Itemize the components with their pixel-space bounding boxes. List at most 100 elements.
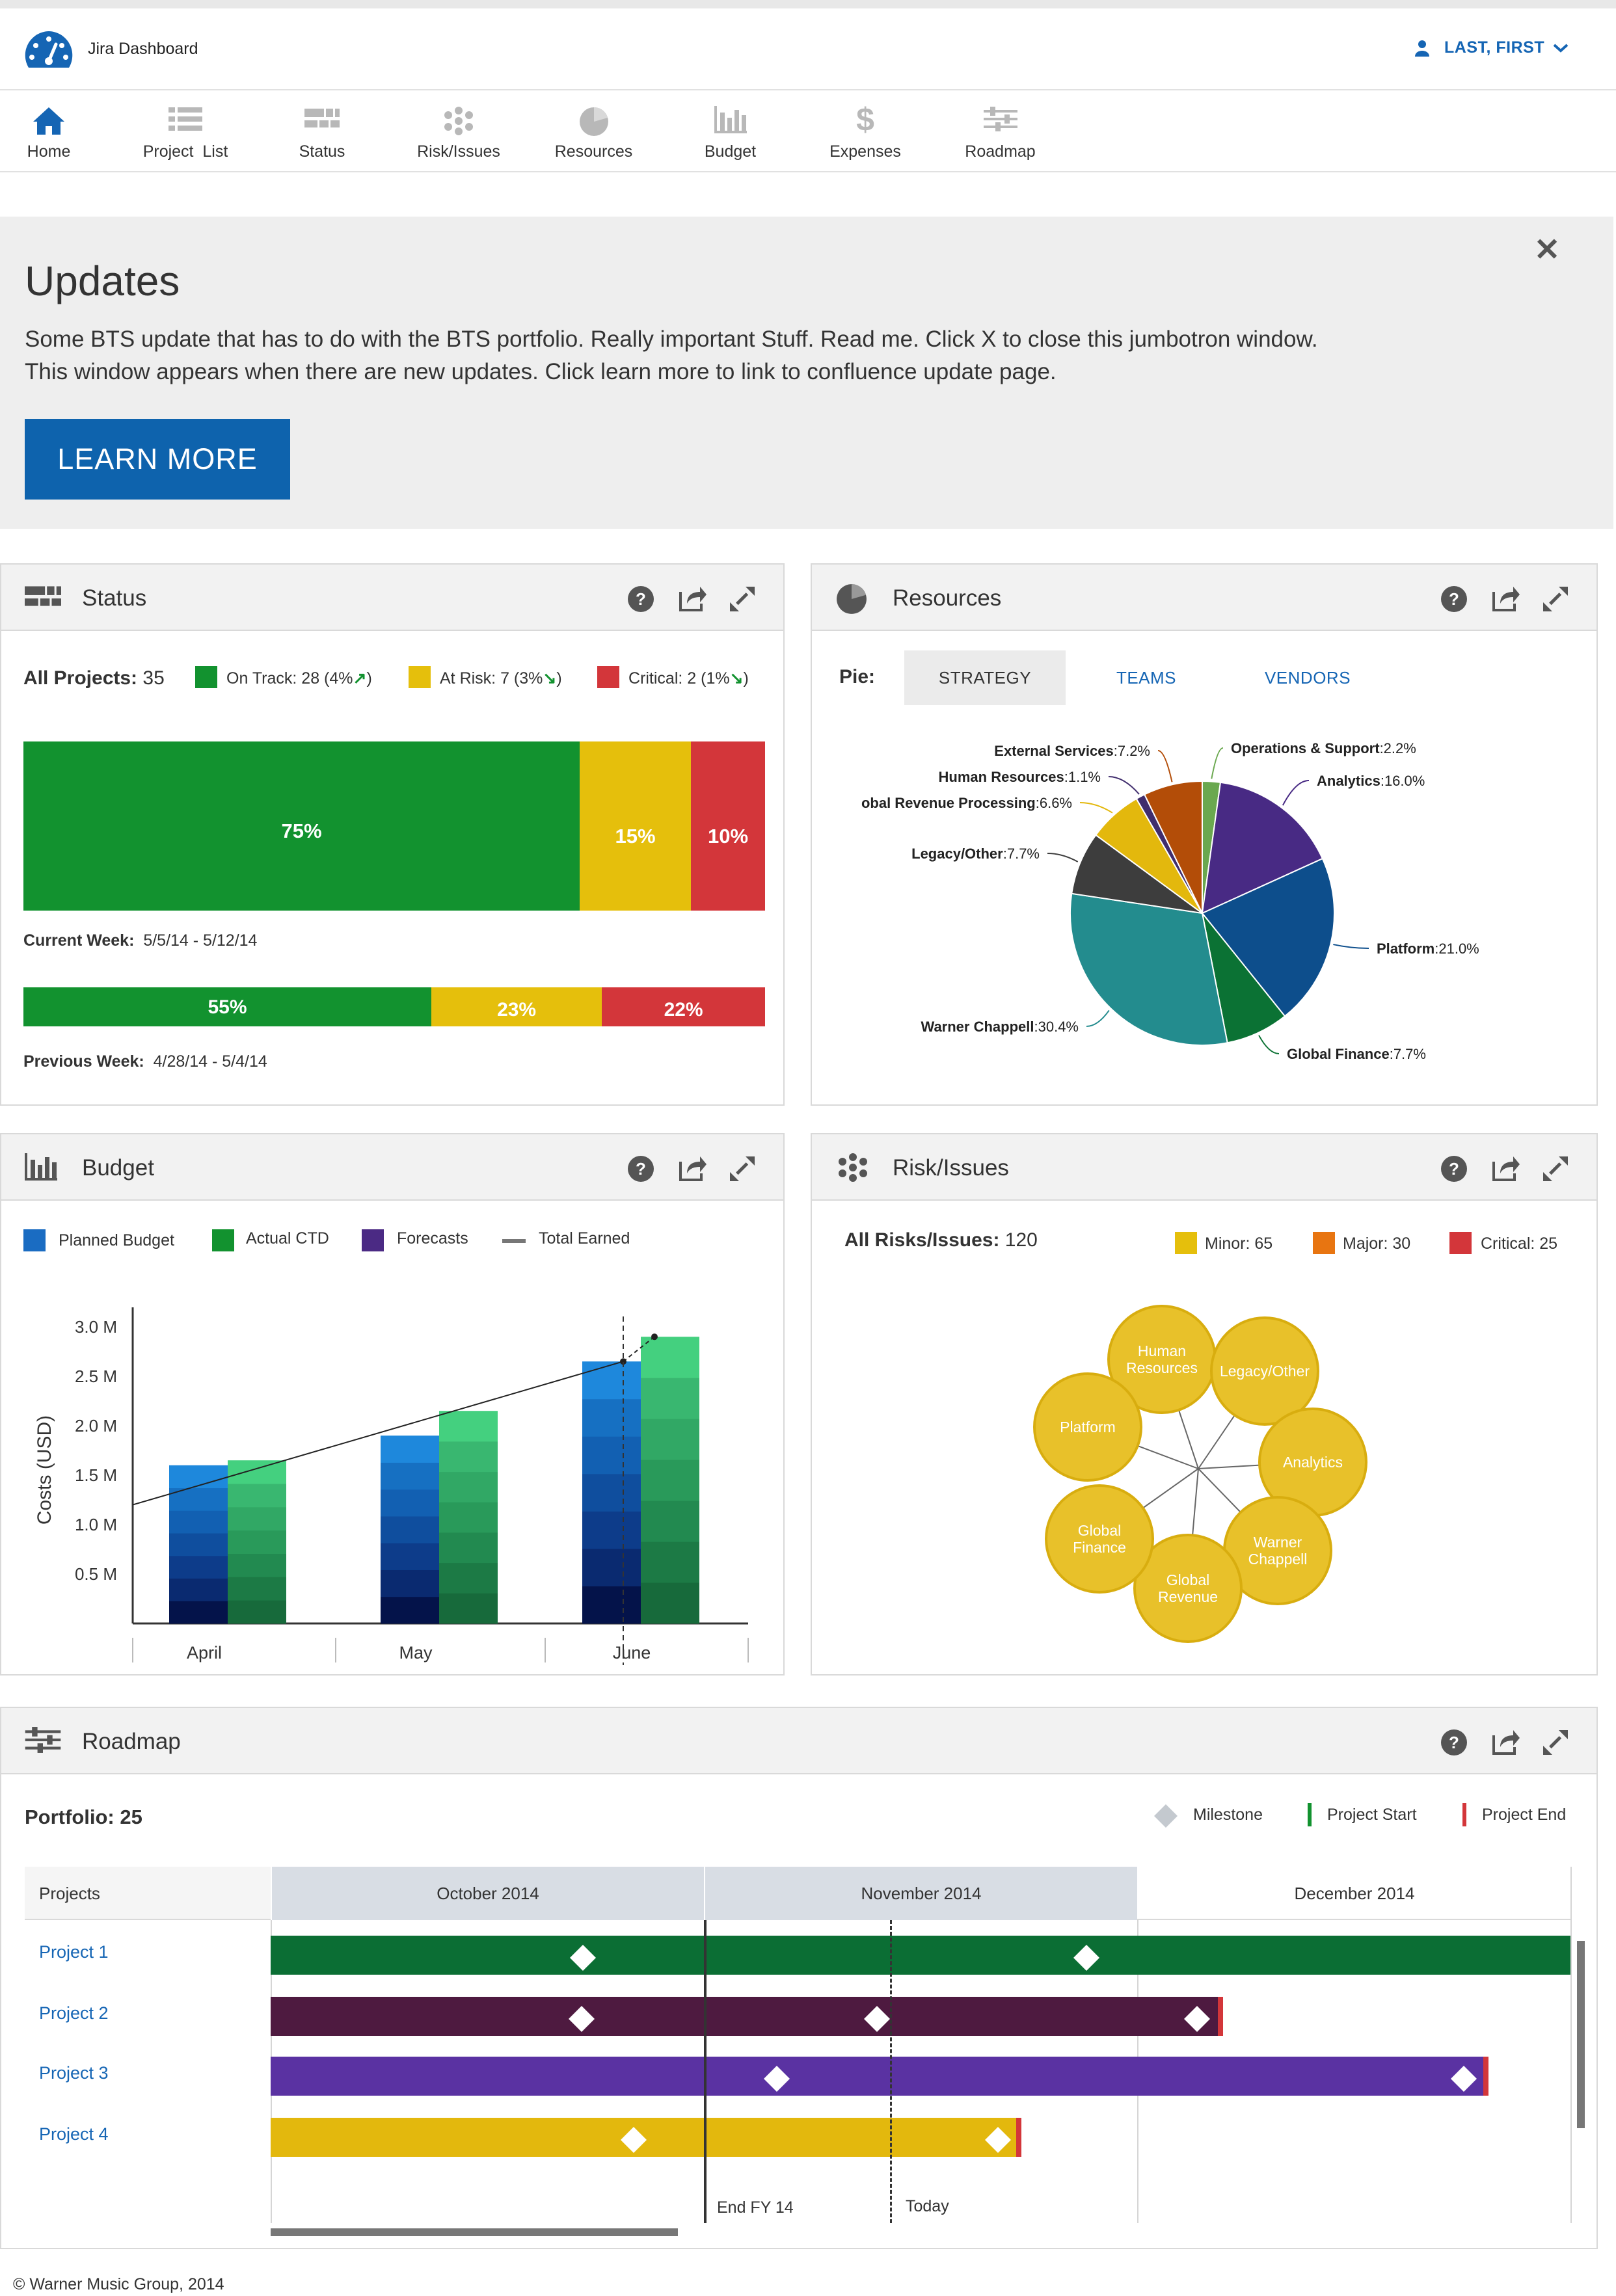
budget-bar-segment[interactable] [169, 1578, 228, 1601]
budget-bar-segment[interactable] [641, 1582, 699, 1624]
project-4-bar[interactable] [271, 2118, 1020, 2157]
project-3-bar[interactable] [271, 2057, 1487, 2096]
chevron-down-icon[interactable] [1552, 42, 1569, 54]
milestone-diamond-icon [621, 2127, 647, 2153]
nav-budget[interactable]: Budget [693, 92, 768, 172]
budget-bar-segment[interactable] [439, 1411, 498, 1442]
user-menu[interactable] [1415, 40, 1429, 60]
budget-bar-segment[interactable] [169, 1533, 228, 1556]
budget-bar-segment[interactable] [381, 1515, 439, 1543]
expand-icon[interactable] [1542, 1729, 1569, 1756]
budget-bar-segment[interactable] [641, 1419, 699, 1460]
budget-bar-segment[interactable] [582, 1511, 641, 1549]
project-1-link[interactable]: Project 1 [39, 1942, 109, 1962]
budget-bar-segment[interactable] [641, 1542, 699, 1583]
share-icon[interactable] [678, 1154, 708, 1182]
nav-home[interactable]: Home [13, 92, 85, 172]
help-icon[interactable]: ? [1440, 1155, 1468, 1182]
budget-bar-segment[interactable] [169, 1601, 228, 1624]
nav-project-list[interactable]: Project List [130, 92, 241, 172]
budget-bar-segment[interactable] [169, 1555, 228, 1579]
budget-bar-segment[interactable] [169, 1465, 228, 1489]
nav-risk-issues[interactable]: Risk/Issues [410, 92, 507, 172]
pie-slice[interactable] [1201, 857, 1335, 1017]
nav-roadmap[interactable]: Roadmap [956, 92, 1044, 172]
tab-vendors[interactable]: VENDORS [1264, 668, 1351, 687]
budget-bar-segment[interactable] [228, 1600, 286, 1624]
budget-bar-segment[interactable] [641, 1337, 699, 1378]
budget-bar-segment[interactable] [381, 1596, 439, 1624]
risk-bubble[interactable] [1045, 1484, 1154, 1594]
budget-bar-segment[interactable] [641, 1501, 699, 1542]
expand-icon[interactable] [729, 585, 756, 613]
user-name[interactable]: LAST, FIRST [1444, 38, 1545, 57]
budget-bar-segment[interactable] [582, 1586, 641, 1624]
budget-bar-segment[interactable] [641, 1460, 699, 1501]
budget-bar-segment[interactable] [582, 1398, 641, 1437]
share-icon[interactable] [1491, 1154, 1521, 1182]
budget-bar-segment[interactable] [381, 1569, 439, 1597]
budget-bar-segment[interactable] [169, 1510, 228, 1534]
expand-icon[interactable] [729, 1155, 756, 1182]
project-4-link[interactable]: Project 4 [39, 2124, 109, 2144]
help-icon[interactable]: ? [1440, 1729, 1468, 1756]
total-earned-point [620, 1358, 626, 1365]
budget-bar-segment[interactable] [381, 1462, 439, 1490]
share-icon[interactable] [1491, 584, 1521, 613]
budget-bar-segment[interactable] [228, 1553, 286, 1577]
risk-bubble[interactable] [1210, 1316, 1319, 1426]
project-1-bar[interactable] [271, 1936, 1570, 1975]
x-tick-label: April [187, 1643, 222, 1662]
pie-slice[interactable] [1143, 780, 1203, 914]
help-icon[interactable]: ? [1440, 585, 1468, 613]
help-icon[interactable]: ? [627, 585, 654, 613]
close-icon[interactable]: ✕ [1534, 233, 1561, 267]
learn-more-button[interactable]: LEARN MORE [25, 419, 290, 500]
budget-bar-segment[interactable] [439, 1471, 498, 1502]
budget-bar-segment[interactable] [641, 1378, 699, 1419]
risk-bubble[interactable] [1033, 1372, 1142, 1482]
expand-icon[interactable] [1542, 585, 1569, 613]
project-2-link[interactable]: Project 2 [39, 2003, 109, 2023]
budget-bar-segment[interactable] [381, 1435, 439, 1463]
budget-bar-segment[interactable] [439, 1441, 498, 1473]
budget-bar-segment[interactable] [381, 1543, 439, 1570]
nav-status[interactable]: Status [286, 92, 358, 172]
share-icon[interactable] [678, 584, 708, 613]
pie-label: Warner Chappell:30.4% [921, 1019, 1079, 1035]
budget-bar-segment[interactable] [228, 1530, 286, 1555]
budget-bar-segment[interactable] [228, 1577, 286, 1601]
budget-bar-segment[interactable] [381, 1489, 439, 1517]
budget-bar-segment[interactable] [582, 1436, 641, 1475]
pie-slice[interactable] [1070, 892, 1228, 1046]
budget-bar-segment[interactable] [582, 1548, 641, 1586]
budget-bar-segment[interactable] [228, 1484, 286, 1508]
tab-teams[interactable]: TEAMS [1116, 668, 1177, 687]
tab-strategy[interactable]: STRATEGY [904, 650, 1066, 705]
budget-bar-segment[interactable] [439, 1532, 498, 1564]
budget-bar-segment[interactable] [228, 1460, 286, 1484]
budget-bar-segment[interactable] [439, 1502, 498, 1533]
budget-bar-segment[interactable] [582, 1361, 641, 1400]
budget-bar-segment[interactable] [439, 1593, 498, 1624]
help-icon[interactable]: ? [627, 1155, 654, 1182]
pie-slice[interactable] [1201, 781, 1324, 914]
horizontal-scrollbar[interactable] [271, 2228, 678, 2236]
nav-expenses[interactable]: $ Expenses [823, 92, 908, 172]
budget-bar-segment[interactable] [228, 1506, 286, 1531]
pie-slice[interactable] [1202, 913, 1286, 1044]
vertical-scrollbar[interactable] [1577, 1941, 1585, 2128]
legend-minor-swatch [1175, 1232, 1197, 1254]
legend-forecasts-swatch [362, 1229, 384, 1251]
pie-label: Human Resources:1.1% [939, 769, 1101, 785]
project-3-link[interactable]: Project 3 [39, 2063, 109, 2083]
project-2-bar[interactable] [271, 1997, 1222, 2036]
budget-bar-segment[interactable] [582, 1473, 641, 1512]
expand-icon[interactable] [1542, 1155, 1569, 1182]
budget-bar-segment[interactable] [439, 1562, 498, 1594]
nav-resources[interactable]: Resources [550, 92, 638, 172]
nav-status-label: Status [299, 142, 345, 161]
share-icon[interactable] [1491, 1728, 1521, 1756]
risk-bubble[interactable] [1133, 1534, 1243, 1643]
pie-slice[interactable] [1071, 834, 1203, 914]
